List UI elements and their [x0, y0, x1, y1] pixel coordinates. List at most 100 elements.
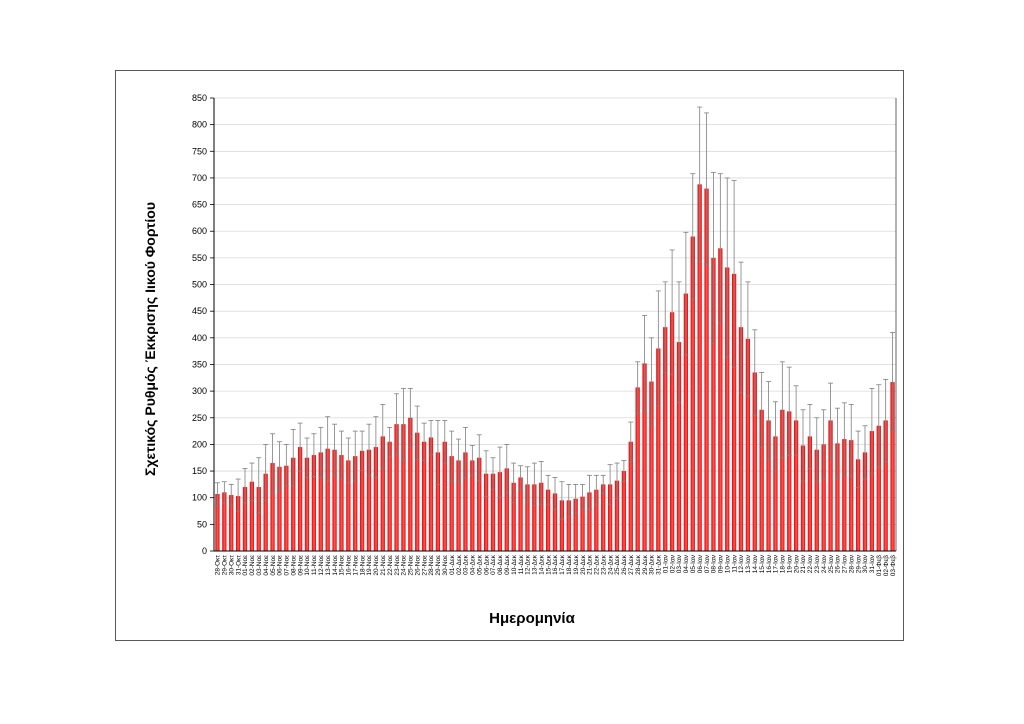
x-tick-label: 22-Ιαν: [807, 555, 814, 573]
x-tick-label: 02-Ιαν: [669, 555, 676, 573]
bar: [339, 455, 344, 551]
x-tick-label: 09-Δεκ: [504, 554, 511, 575]
x-tick-label: 07-Νοε: [284, 555, 291, 576]
x-tick-label: 13-Νοε: [325, 555, 332, 576]
bar: [359, 450, 365, 551]
bar: [862, 452, 868, 551]
x-tick-label: 28-Δεκ: [635, 554, 642, 575]
x-tick-label: 04-Ιαν: [683, 555, 690, 573]
x-tick-label: 04-Δεκ: [470, 554, 477, 575]
bar: [380, 436, 385, 551]
bar: [890, 382, 895, 551]
bar: [325, 448, 330, 551]
bar: [828, 420, 833, 551]
x-tick-label: 23-Ιαν: [814, 555, 821, 573]
x-tick-label: 24-Ιαν: [821, 555, 828, 573]
bar: [449, 456, 454, 551]
x-tick-label: 04-Νοε: [263, 555, 270, 576]
bar: [263, 473, 268, 551]
bar: [869, 431, 875, 551]
bar: [215, 493, 220, 551]
y-tick-label: 550: [192, 253, 207, 263]
x-tick-label: 05-Δεκ: [476, 554, 483, 575]
bar: [642, 363, 647, 551]
bar: [807, 436, 813, 551]
x-tick-label: 16-Ιαν: [766, 555, 773, 573]
bar: [277, 466, 282, 551]
bar: [222, 492, 227, 551]
bar: [297, 447, 303, 551]
bar: [552, 493, 558, 551]
bar: [229, 495, 234, 551]
bar: [284, 465, 289, 551]
bar: [752, 372, 757, 551]
y-tick-label: 400: [192, 333, 207, 343]
x-tick-label: 30-Δεκ: [649, 554, 656, 575]
y-tick-labels: 0 50 100 150 200 250 300 350 400 450 500 550 600 650 7…: [192, 93, 207, 556]
x-tick-label: 24-Δεκ: [607, 554, 614, 575]
bar: [601, 484, 606, 551]
x-tick-label: 29-Δεκ: [642, 554, 649, 575]
x-tick-label: 28-Οκτ: [215, 555, 222, 576]
x-tick-label: 22-Νοε: [387, 555, 394, 576]
y-axis-title: Σχετικός Ρυθμός Έκκρισης Ιικού Φορτίου: [142, 202, 158, 476]
bar: [566, 500, 571, 551]
bar: [559, 500, 565, 551]
bar: [614, 480, 620, 551]
bar: [594, 489, 599, 551]
x-tick-label: 17-Δεκ: [559, 554, 566, 575]
bar: [353, 456, 358, 551]
x-tick-label: 23-Νοε: [394, 555, 401, 576]
x-tick-label: 25-Δεκ: [614, 554, 621, 575]
y-tick-label: 800: [192, 120, 207, 130]
bar: [249, 481, 255, 551]
x-tick-label: 26-Νοε: [414, 555, 421, 576]
bar: [435, 452, 441, 551]
x-tick-label: 30-Νοε: [442, 555, 449, 576]
bar: [766, 420, 771, 551]
x-tick-label: 25-Ιαν: [828, 555, 835, 573]
x-tick-label: 12-Δεκ: [525, 554, 532, 575]
x-tick-label: 28-Νοε: [428, 555, 435, 576]
x-tick-label: 06-Ιαν: [697, 555, 704, 573]
bar: [628, 441, 633, 551]
x-tick-label: 11-Δεκ: [518, 554, 525, 574]
x-tick-label: 22-Δεκ: [594, 554, 601, 575]
bar: [876, 425, 881, 551]
x-tick-label: 10-Νοε: [304, 555, 311, 576]
y-tick-label: 100: [192, 493, 207, 503]
x-tick-label: 31-Δεκ: [656, 554, 663, 575]
bar: [676, 342, 682, 551]
bar: [663, 327, 668, 551]
bar: [883, 420, 888, 551]
x-tick-label: 14-Νοε: [332, 555, 339, 576]
bar: [580, 496, 585, 551]
bar: [477, 457, 482, 551]
bar: [304, 457, 310, 551]
bar: [497, 472, 503, 551]
x-tick-label: 21-Δεκ: [587, 554, 594, 575]
bar: [683, 293, 689, 551]
bar: [256, 487, 261, 551]
y-tick-label: 250: [192, 413, 207, 423]
bar: [415, 432, 420, 551]
x-tick-label: 29-Ιαν: [855, 555, 862, 573]
bar: [821, 444, 826, 551]
bar: [587, 492, 592, 551]
x-tick-label: 06-Δεκ: [483, 554, 490, 575]
x-tick-label: 19-Νοε: [366, 555, 373, 576]
bar: [849, 440, 854, 551]
bar: [539, 482, 544, 551]
chart-frame: 0 50 100 150 200 250 300 350 400 450 500 550 600 650 7…: [115, 70, 904, 641]
x-tick-label: 27-Νοε: [421, 555, 428, 576]
x-tick-label: 08-Ιαν: [711, 555, 718, 573]
bar: [718, 248, 723, 551]
x-tick-label: 06-Νοε: [277, 555, 284, 576]
x-tick-label: 08-Δεκ: [497, 554, 504, 575]
x-tick-label: 10-Ιαν: [724, 555, 731, 573]
x-tick-label: 05-Ιαν: [690, 555, 697, 573]
x-tick-label: 13-Δεκ: [532, 554, 539, 575]
bar: [421, 441, 427, 551]
bar: [470, 460, 475, 551]
bar: [725, 267, 730, 551]
